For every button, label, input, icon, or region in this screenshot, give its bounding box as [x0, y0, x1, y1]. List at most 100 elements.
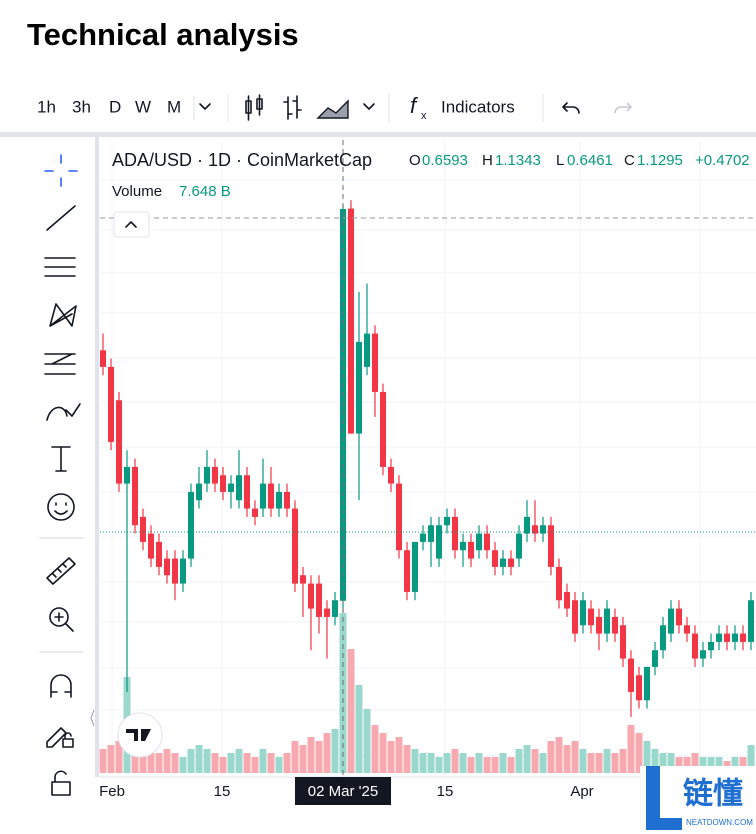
ohlc-label: H	[482, 152, 493, 169]
undo-button[interactable]	[562, 102, 580, 114]
crosshair-time-text: 02 Mar '25	[308, 783, 378, 800]
candle-body	[692, 633, 698, 659]
candle-body	[716, 633, 722, 642]
candle-body	[628, 658, 634, 692]
volume-bar	[331, 729, 339, 773]
volume-bar	[379, 733, 387, 773]
candle-body	[292, 508, 298, 584]
volume-bar	[179, 757, 187, 773]
candle-body	[300, 575, 306, 584]
volume-bar	[531, 749, 539, 773]
interval-button[interactable]: W	[135, 97, 151, 116]
candle-body	[124, 466, 130, 484]
ohlc-value: 1.1343	[495, 152, 541, 169]
text-tool[interactable]	[51, 446, 71, 472]
time-axis-labels: Feb 15 15 Apr	[99, 783, 594, 800]
unlock-tool[interactable]	[51, 770, 71, 796]
bars-icon[interactable]	[283, 95, 302, 120]
fx-icon[interactable]: f	[410, 93, 419, 118]
collapse-handle[interactable]	[90, 709, 95, 727]
candles-icon[interactable]	[245, 94, 263, 121]
volume-bar	[651, 749, 659, 773]
candle-body	[516, 533, 522, 559]
volume-bar	[475, 753, 483, 773]
tradingview-logo[interactable]	[126, 729, 151, 741]
chart-area	[99, 140, 756, 777]
candle-body	[388, 466, 394, 484]
candle-body	[324, 608, 330, 617]
collapse-legend-button[interactable]	[113, 211, 150, 238]
interval-button[interactable]: 1h	[37, 97, 56, 116]
volume-bar	[627, 725, 635, 773]
volume-bar	[667, 753, 675, 773]
time-label: 15	[214, 783, 231, 800]
candle-body	[476, 533, 482, 551]
fib-tool[interactable]	[44, 257, 76, 277]
candle-body	[172, 558, 178, 584]
volume-label: Volume	[112, 183, 162, 200]
volume-bar	[715, 757, 723, 773]
volume-bar	[707, 757, 715, 773]
volume-bar	[451, 749, 459, 773]
volume-bar	[459, 753, 467, 773]
area-icon[interactable]	[316, 99, 349, 119]
candle-body	[100, 350, 106, 367]
volume-bar	[139, 745, 147, 773]
volume-bar	[507, 757, 515, 773]
candle-body	[668, 608, 674, 634]
candle-body	[740, 633, 746, 642]
candle-body	[284, 491, 290, 509]
volume-bar	[659, 753, 667, 773]
volume-bar	[387, 741, 395, 773]
candle-body	[500, 558, 506, 567]
volume-bar	[411, 749, 419, 773]
lock-drawings-tool[interactable]	[46, 727, 74, 748]
candle-body	[444, 516, 450, 526]
candle-body	[452, 516, 458, 551]
magnet-tool[interactable]	[50, 674, 72, 698]
volume-bar	[227, 753, 235, 773]
candle-body	[332, 600, 338, 617]
interval-button[interactable]: D	[109, 97, 121, 116]
crosshair-tool[interactable]	[44, 154, 78, 187]
indicators-button[interactable]: Indicators	[441, 97, 515, 116]
interval-dropdown[interactable]	[199, 103, 211, 110]
candle-body	[580, 600, 586, 626]
prediction-tool[interactable]	[44, 353, 76, 375]
emoji-tool[interactable]	[47, 493, 75, 521]
candle-body	[604, 608, 610, 634]
volume-bar	[747, 745, 755, 773]
zoom-tool[interactable]	[54, 612, 74, 632]
fx-icon[interactable]: x	[421, 110, 427, 122]
volume-bar	[187, 749, 195, 773]
interval-button[interactable]: 3h	[72, 97, 91, 116]
candle-body	[308, 583, 314, 609]
candle-body	[556, 566, 562, 601]
emoji-tool[interactable]	[54, 502, 68, 515]
interval-button[interactable]: M	[167, 97, 181, 116]
volume-bar	[635, 733, 643, 773]
volume-bar	[515, 749, 523, 773]
candle-body	[380, 391, 386, 467]
change-value: +0.4702	[695, 152, 750, 169]
redo-button[interactable]	[614, 102, 633, 114]
brush-tool[interactable]	[46, 403, 81, 421]
collapse-legend-button[interactable]	[125, 221, 137, 228]
tradingview-logo[interactable]	[117, 712, 163, 758]
candle-body	[116, 400, 122, 484]
candle-body	[220, 475, 226, 492]
candle-body	[420, 533, 426, 542]
pattern-tool[interactable]	[49, 303, 77, 327]
candle-body	[700, 650, 706, 659]
chart-type-dropdown[interactable]	[363, 103, 375, 110]
candle-body	[236, 475, 242, 501]
candle-body	[436, 525, 442, 559]
volume-bar	[371, 725, 379, 773]
candle-body	[260, 483, 266, 509]
volume-bar	[427, 753, 435, 773]
trendline-tool[interactable]	[46, 205, 76, 231]
candle-body	[356, 341, 362, 434]
zoom-tool[interactable]	[49, 607, 69, 627]
candle-body	[204, 466, 210, 484]
ruler-tool[interactable]	[46, 557, 76, 585]
